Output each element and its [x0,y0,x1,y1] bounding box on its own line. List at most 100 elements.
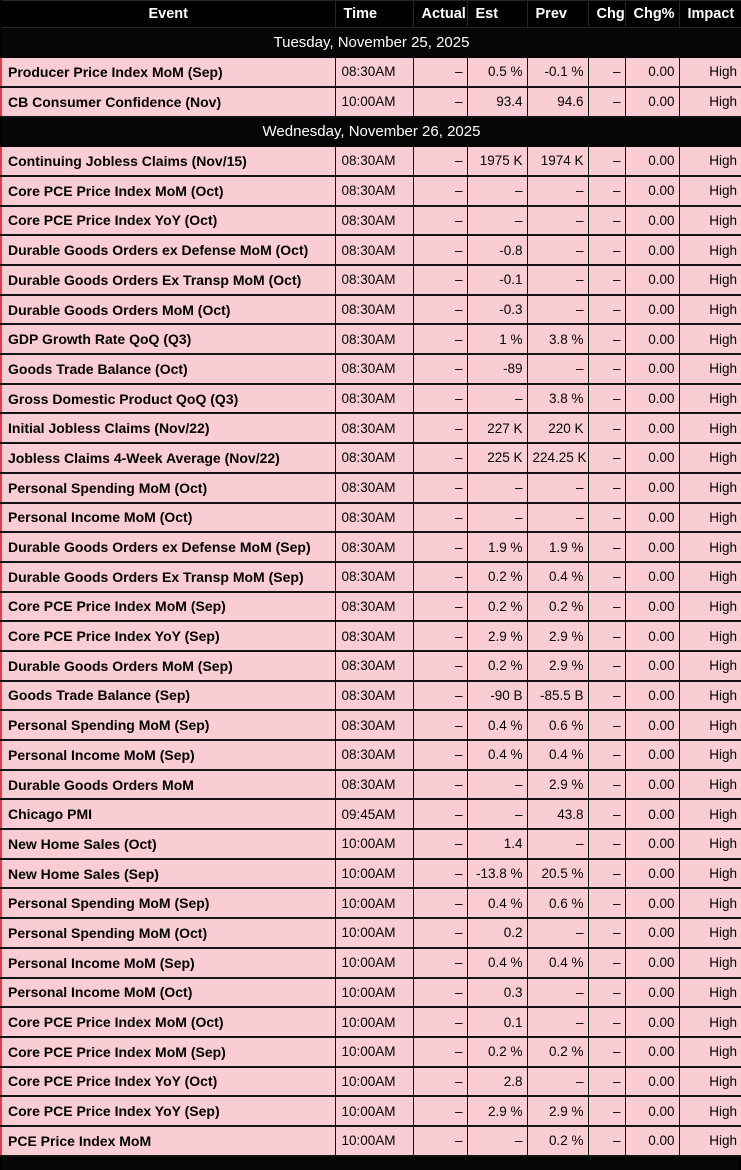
cell-chg: – [587,383,626,415]
cell-prev: 0.2 % [526,1125,589,1157]
cell-chgpct: 0.00 [624,264,680,296]
column-header-prev: Prev [526,0,589,28]
table-row: Personal Income MoM (Oct) 10:00AM –0.3– –0.… [0,977,741,1009]
cell-event: CB Consumer Confidence (Nov) [0,86,336,118]
cell-chg: – [587,175,626,207]
cell-actual: – [412,264,468,296]
cell-chg: – [587,323,626,356]
cell-prev: 2.9 % [526,620,589,652]
cell-impact: High [678,1125,741,1157]
date-section-label: Tuesday, November 25, 2025 [0,27,741,58]
date-section-row: Tuesday, November 25, 2025 [0,27,741,58]
cell-time: 10:00AM [334,977,414,1009]
cell-prev: 0.4 % [526,739,589,771]
cell-chg: – [587,264,626,296]
cell-est: 0.4 % [466,739,528,771]
cell-actual: – [412,234,468,266]
cell-est: 1975 K [466,145,528,177]
cell-est: – [466,502,528,534]
cell-impact: High [678,650,741,682]
table-row: Continuing Jobless Claims (Nov/15) 08:30A… [0,145,741,177]
cell-event: Personal Income MoM (Sep) [0,739,336,771]
cell-actual: – [412,1095,468,1127]
cell-actual: – [412,769,468,801]
cell-est: – [466,798,528,831]
cell-impact: High [678,947,741,979]
cell-chgpct: 0.00 [624,383,680,415]
cell-chg: – [587,769,626,801]
column-header-impact: Impact [678,0,741,28]
cell-chg: – [587,145,626,177]
cell-chgpct: 0.00 [624,442,680,474]
table-row: Durable Goods Orders ex Defense MoM (Sep… [0,531,741,563]
cell-time: 08:30AM [334,56,414,88]
table-row: Personal Spending MoM (Sep) 08:30AM –0.4 %… [0,709,741,741]
cell-est: – [466,175,528,207]
table-row: Durable Goods Orders Ex Transp MoM (Sep)… [0,561,741,593]
cell-time: 08:30AM [334,620,414,652]
cell-time: 08:30AM [334,591,414,623]
cell-chg: – [587,1095,626,1127]
cell-chgpct: 0.00 [624,323,680,356]
cell-impact: High [678,620,741,652]
cell-actual: – [412,591,468,623]
cell-impact: High [678,739,741,771]
cell-event: Personal Income MoM (Oct) [0,502,336,534]
cell-chgpct: 0.00 [624,769,680,801]
date-section-label: Wednesday, November 26, 2025 [0,116,741,147]
cell-impact: High [678,145,741,177]
cell-time: 10:00AM [334,917,414,949]
table-row: Core PCE Price Index MoM (Sep) 10:00AM –0.… [0,1036,741,1068]
cell-event: Personal Income MoM (Oct) [0,977,336,1009]
cell-actual: – [412,294,468,326]
cell-event: Personal Income MoM (Sep) [0,947,336,979]
cell-est: 0.5 % [466,56,528,88]
cell-event: Durable Goods Orders Ex Transp MoM (Oct) [0,264,336,296]
cell-impact: High [678,472,741,504]
cell-chg: – [587,709,626,741]
cell-actual: – [412,828,468,860]
cell-time: 08:30AM [334,739,414,771]
column-header-event: Event [0,0,336,28]
cell-est: – [466,383,528,415]
cell-event: PCE Price Index MoM [0,1125,336,1157]
cell-est: 0.2 [466,917,528,949]
cell-est: 0.1 [466,1006,528,1038]
cell-prev: 20.5 % [526,858,589,890]
cell-time: 10:00AM [334,947,414,979]
cell-chgpct: 0.00 [624,205,680,237]
cell-est: 2.9 % [466,1095,528,1127]
column-header-est: Est [466,0,528,28]
table-row: Durable Goods Orders MoM (Sep) 08:30AM –0.… [0,650,741,682]
cell-prev: -0.1 % [526,56,589,88]
cell-impact: High [678,591,741,623]
cell-event: Core PCE Price Index YoY (Oct) [0,205,336,237]
cell-impact: High [678,175,741,207]
cell-actual: – [412,561,468,593]
table-row: New Home Sales (Sep) 10:00AM – -13.8 % 20.5 … [0,858,741,890]
cell-chgpct: 0.00 [624,798,680,831]
cell-prev: 0.4 % [526,561,589,593]
cell-chg: – [587,680,626,712]
cell-event: Core PCE Price Index MoM (Oct) [0,1006,336,1038]
cell-actual: – [412,502,468,534]
cell-time: 08:30AM [334,353,414,385]
cell-chg: – [587,412,626,445]
cell-event: Initial Jobless Claims (Nov/22) [0,412,336,445]
cell-est: – [466,472,528,504]
cell-est: 0.3 [466,977,528,1009]
cell-event: Durable Goods Orders ex Defense MoM (Oct… [0,234,336,266]
cell-time: 10:00AM [334,1125,414,1157]
cell-event: Durable Goods Orders MoM [0,769,336,801]
table-row: Core PCE Price Index MoM (Oct) 10:00AM –0.… [0,1006,741,1038]
cell-chg: – [587,561,626,593]
cell-event: Personal Spending MoM (Sep) [0,709,336,741]
table-row: Durable Goods Orders Ex Transp MoM (Oct)… [0,264,741,296]
cell-est: 225 K [466,442,528,474]
table-row: Durable Goods Orders ex Defense MoM (Oct… [0,234,741,266]
cell-prev: 0.2 % [526,591,589,623]
cell-chgpct: 0.00 [624,502,680,534]
cell-chg: – [587,472,626,504]
cell-impact: High [678,1066,741,1098]
cell-chg: – [587,917,626,949]
